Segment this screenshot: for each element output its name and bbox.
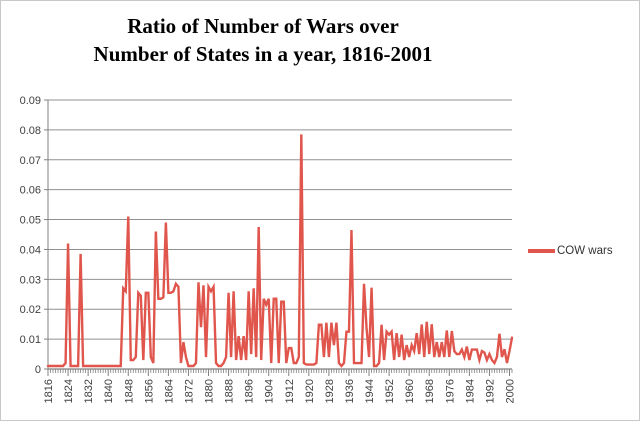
svg-text:1824: 1824: [63, 379, 75, 403]
svg-text:0.05: 0.05: [20, 215, 41, 227]
svg-text:1968: 1968: [424, 379, 436, 403]
x-axis-labels: 1816 1824 1832 1840 1848 1856 1864 1872 1880 1888…: [43, 379, 516, 403]
svg-text:1888: 1888: [224, 379, 236, 403]
svg-text:0.04: 0.04: [20, 244, 41, 256]
legend-label: COW wars: [557, 245, 613, 257]
svg-text:1992: 1992: [484, 379, 496, 403]
svg-text:1904: 1904: [264, 379, 276, 403]
svg-text:1944: 1944: [364, 379, 376, 403]
svg-text:1928: 1928: [324, 379, 336, 403]
svg-text:1848: 1848: [123, 379, 135, 403]
svg-text:1896: 1896: [244, 379, 256, 403]
svg-text:0.09: 0.09: [20, 95, 41, 107]
svg-text:1952: 1952: [384, 379, 396, 403]
svg-text:0.08: 0.08: [20, 125, 41, 137]
svg-text:0.01: 0.01: [20, 334, 41, 346]
svg-text:1976: 1976: [444, 379, 456, 403]
y-axis-labels: 0.09 0.08 0.07 0.06 0.05 0.04 0.03 0.02 0.01 0: [20, 95, 41, 376]
svg-text:1856: 1856: [143, 379, 155, 403]
svg-text:1984: 1984: [464, 379, 476, 403]
svg-text:0.07: 0.07: [20, 155, 41, 167]
legend: COW wars: [528, 245, 613, 257]
svg-text:1872: 1872: [183, 379, 195, 403]
svg-text:1920: 1920: [304, 379, 316, 403]
svg-text:1816: 1816: [43, 379, 55, 403]
x-axis-ticks: [47, 369, 513, 376]
svg-text:2000: 2000: [504, 379, 516, 403]
series-line-cow-wars: [46, 134, 514, 368]
svg-text:0: 0: [35, 364, 41, 376]
svg-text:0.03: 0.03: [20, 274, 41, 286]
svg-text:0.02: 0.02: [20, 304, 41, 316]
svg-text:0.06: 0.06: [20, 185, 41, 197]
chart-title-line2: Number of States in a year, 1816-2001: [93, 41, 433, 66]
svg-text:1912: 1912: [284, 379, 296, 403]
chart-title-line1: Ratio of Number of Wars over: [127, 14, 399, 38]
svg-text:1880: 1880: [204, 379, 216, 403]
svg-text:1864: 1864: [163, 379, 175, 403]
legend-line-swatch: [528, 249, 555, 253]
svg-text:1840: 1840: [103, 379, 115, 403]
svg-text:1960: 1960: [404, 379, 416, 403]
svg-text:1832: 1832: [83, 379, 95, 403]
svg-text:1936: 1936: [344, 379, 356, 403]
chart-title: Ratio of Number of Wars over Number of S…: [53, 13, 473, 69]
axes-group: [47, 100, 512, 370]
